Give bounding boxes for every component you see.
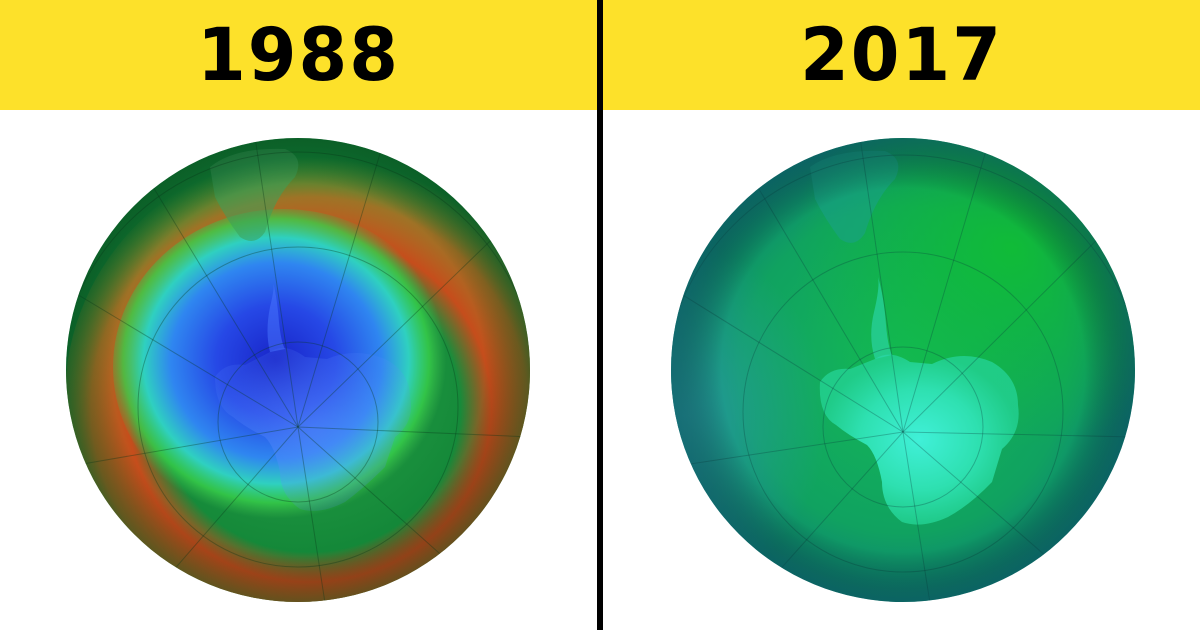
ozone-globe-2017 bbox=[670, 137, 1136, 603]
globe-image bbox=[671, 138, 1135, 602]
panel-1988: 1988 bbox=[0, 0, 597, 630]
ozone-globe-1988 bbox=[65, 137, 531, 603]
year-label: 2017 bbox=[800, 11, 1003, 99]
year-label: 1988 bbox=[197, 11, 400, 99]
year-banner: 1988 bbox=[0, 0, 597, 110]
globe-image bbox=[66, 138, 530, 602]
year-banner: 2017 bbox=[603, 0, 1200, 110]
panel-divider bbox=[597, 0, 603, 630]
panel-2017: 2017 bbox=[603, 0, 1200, 630]
